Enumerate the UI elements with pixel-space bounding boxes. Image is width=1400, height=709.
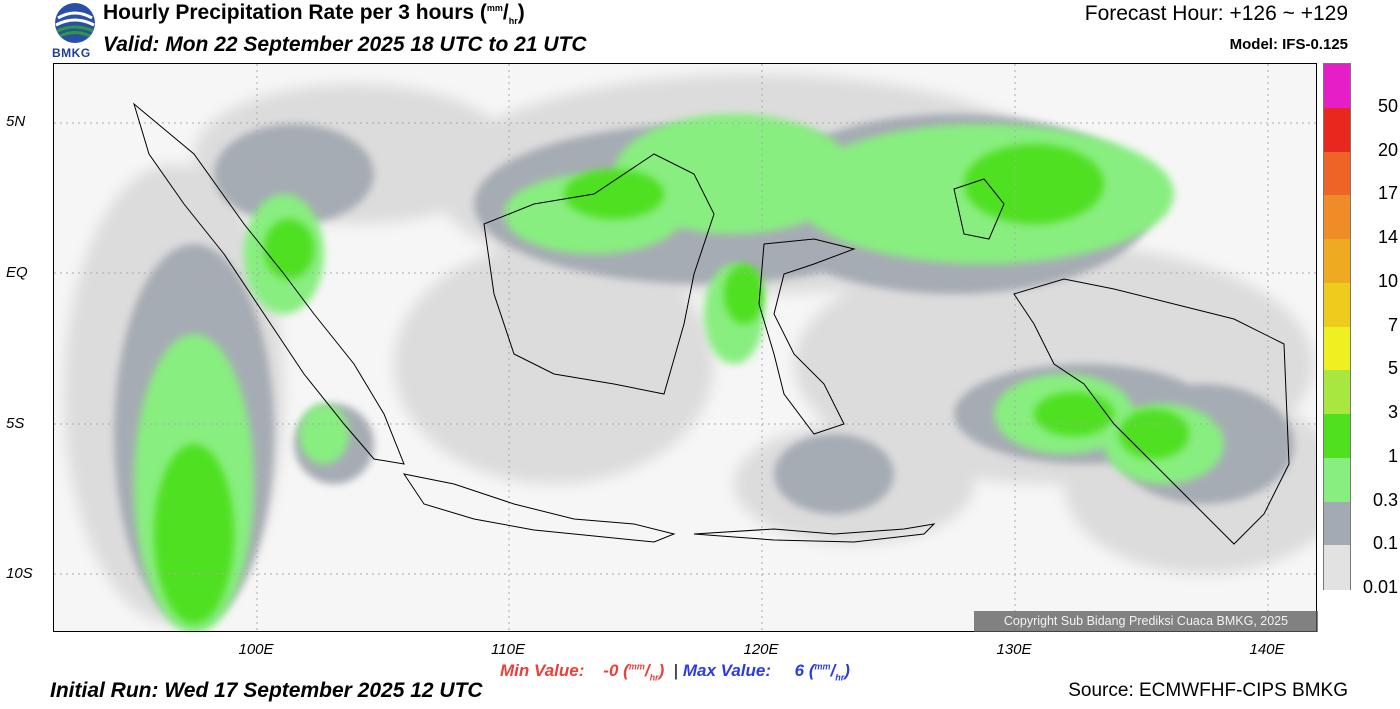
legend-swatch [1324,501,1350,546]
chart-title: Hourly Precipitation Rate per 3 hours (m… [103,1,525,27]
java-outline [402,473,676,543]
legend-swatch [1324,195,1350,240]
precipitation-map [53,63,1317,632]
max-value: 6 (mm/hr) [794,661,850,683]
max-value-label: Max Value: [682,661,772,680]
legend-label: 1 [1387,445,1398,466]
data-source: Source: ECMWFHF-CIPS BMKG [1068,680,1348,701]
lon-label-120e: 120E [743,641,779,658]
legend-swatch [1324,282,1350,327]
legend-label: 14 [1377,227,1398,247]
lon-label-100e: 100E [238,641,274,658]
legend-swatch [1324,151,1350,196]
lat-label-10s: 10S [6,565,33,582]
valid-period: Valid: Mon 22 September 2025 18 UTC to 2… [103,33,587,56]
lat-label-5n: 5N [6,113,26,130]
forecast-hour: Forecast Hour: +126 ~ +129 [1084,2,1348,25]
precip-green-layer [154,144,1189,624]
legend-swatch [1324,545,1350,590]
legend-swatch [1324,457,1350,502]
lat-label-eq: EQ [6,264,28,281]
legend-swatch [1324,370,1350,415]
graticule [54,64,1316,631]
model-name: Model: IFS-0.125 [1229,36,1348,53]
map-canvas [54,64,1316,631]
initial-run: Initial Run: Wed 17 September 2025 12 UT… [50,679,483,702]
separator: | [673,661,679,680]
legend-label: 5 [1387,358,1398,379]
color-legend [1323,63,1351,590]
lon-label-130e: 130E [996,641,1032,658]
legend-label: 10 [1377,270,1398,291]
legend-label: 17 [1377,183,1398,204]
legend-swatch [1324,107,1350,152]
legend-label: 20 [1377,139,1398,160]
bmkg-logo [50,0,100,60]
sumatra-outline [133,102,405,465]
lon-label-140e: 140E [1249,641,1285,658]
min-value-label: Min Value: [500,661,585,680]
legend-swatch [1324,64,1350,109]
legend-label: 3 [1387,402,1398,422]
legend-swatch [1324,326,1350,371]
min-max-values: Min Value: -0 (mm/hr) | Max Value: 6 (mm… [500,661,850,682]
legend-label: 7 [1387,314,1398,335]
legend-label: 0.1 [1372,533,1398,554]
sulawesi-outline [758,238,856,435]
legend-label: 0.01 [1362,577,1398,597]
legend-label: 50 [1377,95,1398,116]
nusa-tenggara-outline [693,523,936,543]
borneo-outline [483,153,715,395]
legend-label: 0.3 [1372,489,1398,510]
lon-label-110e: 110E [491,641,525,658]
lat-label-5s: 5S [6,415,25,432]
legend-swatch [1324,414,1350,459]
logo-text: BMKG [52,46,91,60]
min-value: -0 (mm/hr) [603,661,665,683]
halmahera-outline [953,178,1005,240]
copyright-notice: Copyright Sub Bidang Prediksi Cuaca BMKG… [974,611,1318,632]
papua-outline [1013,278,1290,545]
legend-swatch [1324,239,1350,284]
coastlines [133,102,1290,545]
